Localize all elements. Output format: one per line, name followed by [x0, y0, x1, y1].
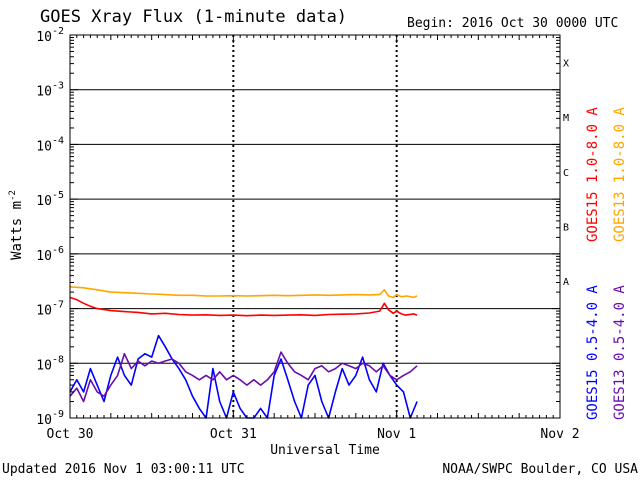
y-tick-label-exponent: -4: [52, 135, 64, 146]
y-tick-label-base: 10: [36, 139, 52, 154]
svg-text:Watts m-2: Watts m-2: [8, 190, 25, 260]
legend-entry: GOES13 0.5-4.0 A: [612, 285, 628, 420]
flare-class-label: M: [563, 113, 569, 124]
legend: GOES15 1.0-8.0 A GOES13 1.0-8.0 A GOES15 0…: [585, 107, 628, 420]
y-tick-label-exponent: -3: [52, 81, 64, 92]
series-line: [69, 296, 418, 317]
y-tick-label-base: 10: [36, 304, 52, 319]
x-tick-label: Nov 1: [377, 427, 416, 442]
series-line: [69, 286, 418, 299]
y-tick-label: 10-5: [36, 190, 64, 209]
updated-timestamp: Updated 2016 Nov 1 03:00:11 UTC: [2, 462, 245, 477]
y-tick-label-base: 10: [36, 30, 52, 45]
grid: [70, 35, 560, 418]
legend-entry: GOES15 0.5-4.0 A: [585, 285, 601, 420]
credit-label: NOAA/SWPC Boulder, CO USA: [442, 462, 638, 477]
flare-class-label: X: [563, 58, 569, 69]
x-tick-label: Oct 30: [47, 427, 94, 442]
legend-entry: GOES13 1.0-8.0 A: [612, 107, 628, 242]
y-tick-label-exponent: -6: [52, 245, 64, 256]
legend-entry: GOES15 1.0-8.0 A: [585, 107, 601, 242]
y-tick-label-base: 10: [36, 194, 52, 209]
x-tick-label: Oct 31: [210, 427, 257, 442]
y-axis-label-text: Watts m: [9, 201, 25, 260]
y-tick-label-exponent: -2: [52, 26, 64, 37]
y-tick-label-exponent: -8: [52, 354, 64, 365]
y-tick-label-exponent: -5: [52, 190, 64, 201]
y-tick-label-base: 10: [36, 249, 52, 264]
y-tick-label-base: 10: [36, 85, 52, 100]
y-tick-label-exponent: -7: [52, 300, 64, 311]
flare-class-label: C: [563, 168, 569, 179]
y-tick-label-exponent: -9: [52, 409, 64, 420]
y-tick-label: 10-6: [36, 245, 64, 264]
y-tick-label: 10-2: [36, 26, 64, 45]
chart-title: GOES Xray Flux (1-minute data): [40, 7, 347, 27]
x-axis-label: Universal Time: [270, 443, 380, 458]
flare-class-label: A: [563, 277, 569, 288]
x-tick-label: Nov 2: [540, 427, 579, 442]
y-tick-label: 10-8: [36, 354, 64, 373]
y-axis-label-exponent: -2: [8, 190, 18, 201]
y-tick-label-base: 10: [36, 358, 52, 373]
y-tick-label: 10-7: [36, 300, 64, 319]
y-tick-label: 10-4: [36, 135, 64, 154]
y-axis-label: Watts m-2: [8, 190, 25, 260]
series-line: [69, 351, 418, 403]
data-series: [69, 286, 418, 419]
series-line: [69, 334, 418, 419]
flare-class-label: B: [563, 223, 569, 234]
y-tick-label-base: 10: [36, 413, 52, 428]
plot-frame: [69, 34, 561, 419]
y-tick-label: 10-3: [36, 81, 64, 100]
begin-date-label: Begin: 2016 Oct 30 0000 UTC: [407, 16, 618, 31]
y-tick-label: 10-9: [36, 409, 64, 428]
